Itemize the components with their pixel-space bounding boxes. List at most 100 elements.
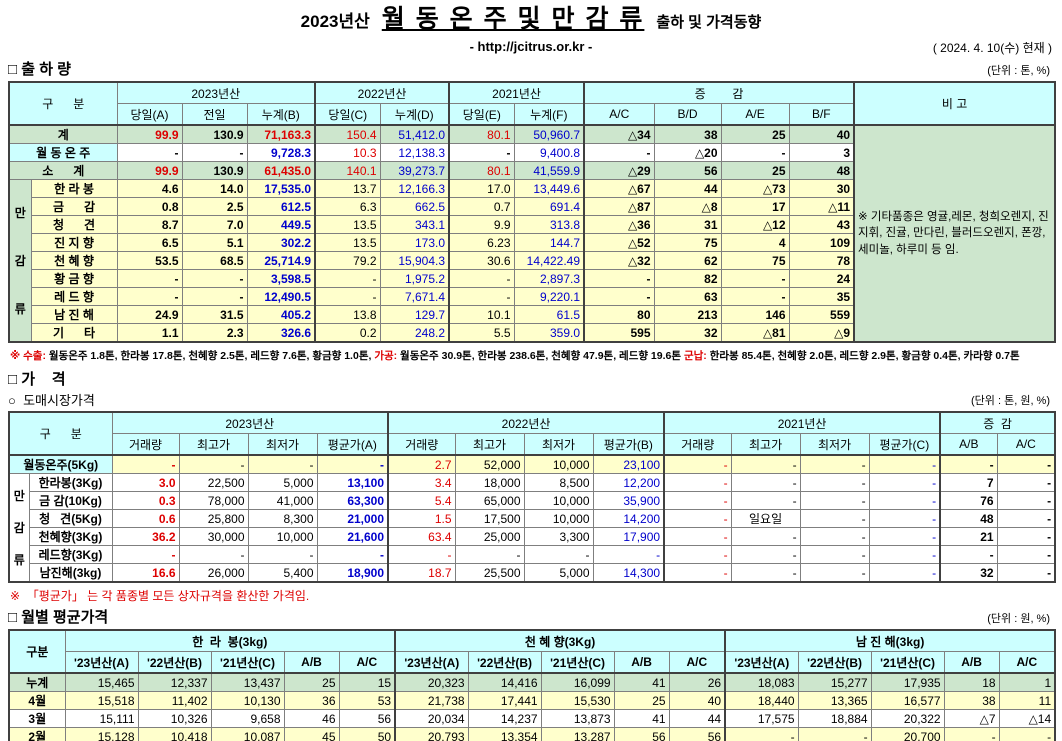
col-header: 거래량: [111, 433, 180, 456]
table-cell: 17,441: [467, 691, 542, 710]
row-label: 레드향(3Kg): [28, 545, 113, 564]
table-cell: 150.4: [314, 124, 381, 144]
table-cell: -: [663, 563, 732, 583]
table-cell: 12,490.5: [246, 287, 316, 306]
table-row: 4월 15,518 11,402 10,130 36 53 21,738 17,441 15,5…: [8, 691, 1056, 710]
price-section-header: □ 가 격: [8, 369, 1054, 390]
table-cell: 5.5: [448, 323, 515, 343]
row-label: 천 혜 향: [30, 251, 118, 270]
table-cell: 343.1: [379, 215, 450, 234]
col-header: A/C: [998, 651, 1056, 674]
table-cell: -: [663, 527, 732, 546]
table-cell: -: [181, 287, 248, 306]
table-row: 소 계 99.9 130.9 61,435.0 140.1 39,273.7 80.1 41,…: [8, 161, 1055, 180]
table-cell: 18,083: [724, 672, 799, 692]
table-cell: -: [799, 545, 870, 564]
table-cell: -: [868, 491, 941, 510]
table-cell: △87: [583, 197, 655, 216]
shipment-heading: □ 출 하 량: [8, 61, 71, 78]
table-cell: 82: [653, 269, 722, 288]
table-cell: 79.2: [314, 251, 381, 270]
row-label: 월 동 온 주: [8, 143, 118, 162]
price-subheading: ○ 도매시장가격: [8, 393, 95, 408]
table-cell: △67: [583, 179, 655, 198]
table-cell: 25,714.9: [246, 251, 316, 270]
table-cell: 53: [338, 691, 396, 710]
table-cell: 9,400.8: [513, 143, 585, 162]
page-title: 월 동 온 주 및 만 감 류: [381, 5, 645, 33]
row-label: 계: [8, 124, 118, 144]
table-cell: 31.5: [181, 305, 248, 324]
table-cell: -: [116, 287, 183, 306]
table-cell: -: [247, 545, 318, 564]
table-cell: 13,100: [316, 473, 389, 492]
table-cell: △8: [653, 197, 722, 216]
table-cell: 559: [788, 305, 855, 324]
row-label: 2월: [8, 727, 66, 741]
table-cell: 35,900: [592, 491, 665, 510]
table-row: 계 99.9 130.9 71,163.3 150.4 51,412.0 80.1 50,96…: [8, 124, 1056, 343]
table-cell: 213: [653, 305, 722, 324]
footnote-label-military: 군납:: [683, 350, 707, 362]
table-cell: 313.8: [513, 215, 585, 234]
col-header: '23년산(A): [394, 651, 469, 674]
table-cell: 15,530: [540, 691, 615, 710]
col-header: 최고가: [730, 433, 801, 456]
table-cell: △73: [720, 179, 790, 198]
table-cell: -: [996, 527, 1056, 546]
table-cell: 0.8: [116, 197, 183, 216]
table-cell: 17,575: [724, 709, 799, 728]
table-cell: 56: [613, 727, 670, 741]
table-cell: -: [720, 287, 790, 306]
table-cell: 14.0: [181, 179, 248, 198]
col-header: '22년산(B): [797, 651, 872, 674]
table-cell: 2.5: [181, 197, 248, 216]
table-cell: 56: [338, 709, 396, 728]
table-cell: 10,000: [247, 527, 318, 546]
footnote-text: 월동온주 1.8톤, 한라봉 17.8톤, 천혜향 2.5톤, 레드향 7.6톤…: [45, 350, 375, 362]
table-cell: 24.9: [116, 305, 183, 324]
table-cell: 20,700: [870, 727, 945, 741]
table-cell: 7,671.4: [379, 287, 450, 306]
table-cell: 20,323: [394, 672, 469, 692]
table-cell: 130.9: [181, 124, 248, 144]
table-cell: 15: [338, 672, 396, 692]
table-cell: 75: [720, 251, 790, 270]
col-group-2022: 2022년산: [314, 81, 450, 104]
table-cell: 302.2: [246, 233, 316, 252]
table-cell: 40: [788, 124, 855, 144]
table-cell: 1: [998, 672, 1056, 692]
table-row: 천혜향(3Kg) 36.2 30,000 10,000 21,600 63.4 25,000…: [9, 527, 1056, 546]
table-cell: 8,300: [247, 509, 318, 528]
table-cell: 50: [338, 727, 396, 741]
row-label: 레 드 향: [30, 287, 118, 306]
table-cell: -: [116, 269, 183, 288]
table-cell: △11: [788, 197, 855, 216]
table-cell: -: [868, 454, 941, 474]
table-cell: 248.2: [379, 323, 450, 343]
table-cell: -: [730, 491, 801, 510]
table-row: 남 진 해 24.9 31.5 405.2 13.8 129.7 10.1 61.5 80 213…: [9, 305, 1055, 324]
table-cell: 4: [720, 233, 790, 252]
col-header: 평균가(A): [316, 433, 389, 456]
col-header: 거래량: [387, 433, 456, 456]
table-header-row: '23년산(A) '22년산(B) '21년산(C) A/B A/C '23년산…: [9, 651, 1056, 674]
table-cell: -: [868, 473, 941, 492]
col-header: 당일(C): [314, 103, 381, 126]
table-cell: -: [720, 143, 790, 162]
table-cell: 20,793: [394, 727, 469, 741]
row-label: 황 금 향: [30, 269, 118, 288]
table-cell: 10.3: [314, 143, 381, 162]
table-cell: 36: [283, 691, 340, 710]
table-cell: 15,111: [64, 709, 139, 728]
monthly-unit: (단위 : 원, %): [987, 613, 1050, 625]
table-cell: 25: [720, 161, 790, 180]
monthly-section-header: □ 월별 평균가격 (단위 : 원, %): [8, 607, 1054, 628]
table-cell: 449.5: [246, 215, 316, 234]
table-cell: 10,326: [137, 709, 212, 728]
row-label: 진 지 향: [30, 233, 118, 252]
table-cell: 63,300: [316, 491, 389, 510]
table-cell: -: [799, 454, 870, 474]
table-cell: △52: [583, 233, 655, 252]
current-date: ( 2024. 4. 10(수) 현재 ): [932, 41, 1052, 55]
